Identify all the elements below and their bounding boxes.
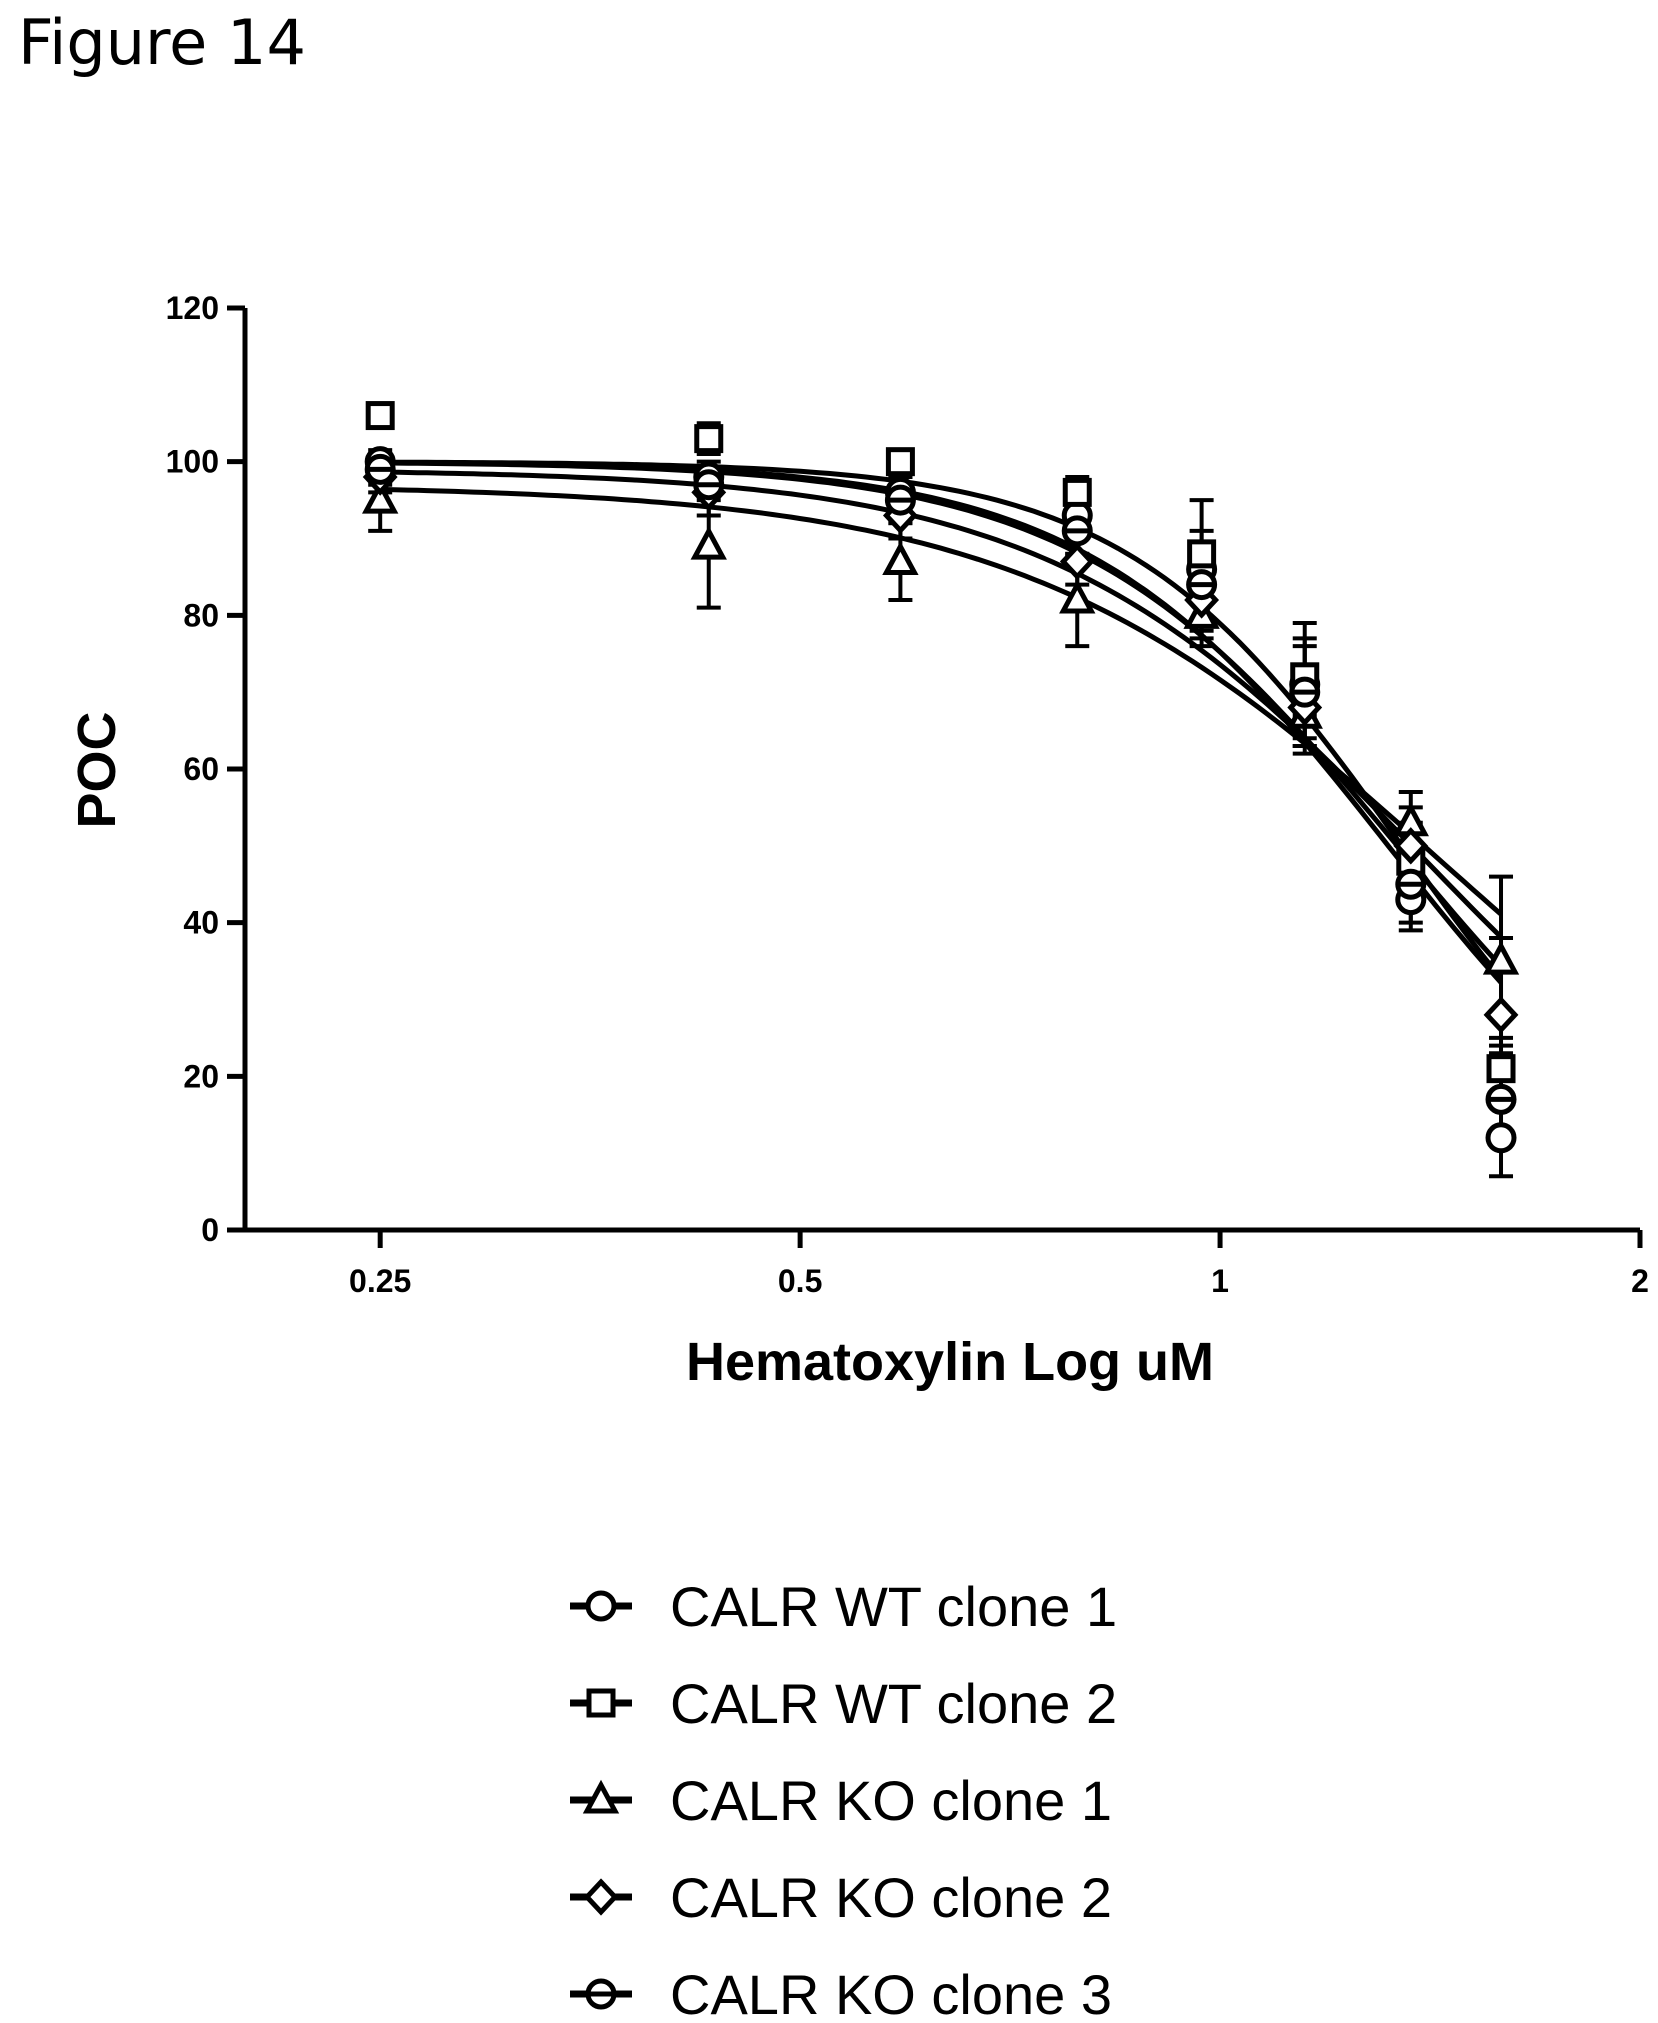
data-point bbox=[884, 484, 916, 516]
x-tick-label: 1 bbox=[1211, 1263, 1229, 1299]
legend-item-5: CALR KO clone 3 bbox=[570, 1963, 1112, 2023]
y-tick-label: 40 bbox=[183, 905, 219, 941]
legend-label: CALR WT clone 1 bbox=[670, 1575, 1117, 1638]
data-point bbox=[693, 469, 725, 501]
data-point bbox=[362, 479, 399, 514]
data-point bbox=[882, 541, 919, 576]
data-point bbox=[1062, 477, 1092, 507]
legend-marker bbox=[586, 1688, 616, 1718]
legend-item-1: CALR WT clone 1 bbox=[570, 1575, 1117, 1638]
legend-label: CALR KO clone 3 bbox=[670, 1963, 1112, 2023]
data-point bbox=[1485, 1083, 1517, 1115]
data-point bbox=[1393, 827, 1429, 865]
figure-title: Figure 14 bbox=[18, 6, 306, 79]
data-point bbox=[1186, 569, 1218, 601]
legend-marker bbox=[582, 1779, 620, 1814]
data-point bbox=[1061, 515, 1093, 547]
y-tick-label: 20 bbox=[183, 1058, 219, 1094]
marker-shape bbox=[1485, 1122, 1517, 1154]
data-point bbox=[365, 401, 395, 431]
legend-label: CALR KO clone 1 bbox=[670, 1769, 1112, 1832]
data-point bbox=[1486, 1054, 1516, 1084]
fit-curve-2 bbox=[380, 459, 1503, 980]
fit-curves bbox=[380, 459, 1503, 985]
data-point bbox=[1483, 996, 1519, 1034]
data-point bbox=[1482, 940, 1520, 975]
data-point bbox=[885, 447, 915, 477]
x-axis-title: Hematoxylin Log uM bbox=[686, 1332, 1214, 1392]
data-point bbox=[1485, 1122, 1517, 1154]
data-point bbox=[1395, 868, 1427, 900]
y-tick-label: 120 bbox=[166, 290, 219, 326]
data-point bbox=[694, 424, 724, 454]
x-tick-label: 0.25 bbox=[349, 1263, 411, 1299]
data-point bbox=[364, 453, 396, 485]
legend-marker bbox=[585, 1978, 617, 2010]
data-points bbox=[362, 401, 1520, 1154]
y-tick-label: 0 bbox=[201, 1212, 219, 1248]
data-point bbox=[1059, 542, 1095, 581]
fit-curve-4 bbox=[380, 469, 1503, 939]
data-point bbox=[1059, 579, 1096, 614]
fit-curve-1 bbox=[380, 460, 1503, 985]
fit-curve-5 bbox=[380, 460, 1503, 969]
marker-shape bbox=[585, 1590, 617, 1622]
data-point bbox=[1187, 539, 1217, 569]
x-tick-label: 0.5 bbox=[778, 1263, 822, 1299]
y-axis-title: POC bbox=[67, 711, 127, 828]
legend-marker bbox=[583, 1878, 619, 1916]
x-tick-label: 2 bbox=[1631, 1263, 1649, 1299]
y-tick-label: 80 bbox=[183, 597, 219, 633]
y-tick-label: 60 bbox=[183, 751, 219, 787]
axes: 0 20 40 60 80 100 120 0.25 0.5 1 2 bbox=[166, 290, 1649, 1299]
legend-item-2: CALR WT clone 2 bbox=[570, 1672, 1117, 1735]
legend-item-3: CALR KO clone 1 bbox=[570, 1769, 1112, 1832]
data-point bbox=[690, 525, 727, 560]
legend-item-4: CALR KO clone 2 bbox=[570, 1866, 1112, 1929]
legend-label: CALR KO clone 2 bbox=[670, 1866, 1112, 1929]
legend: CALR WT clone 1 CALR WT clone 2 CALR KO cl… bbox=[570, 1575, 1117, 2023]
data-point bbox=[1289, 676, 1321, 708]
legend-marker bbox=[585, 1590, 617, 1622]
y-tick-label: 100 bbox=[166, 444, 219, 480]
legend-label: CALR WT clone 2 bbox=[670, 1672, 1117, 1735]
fit-curve-3 bbox=[380, 486, 1503, 917]
